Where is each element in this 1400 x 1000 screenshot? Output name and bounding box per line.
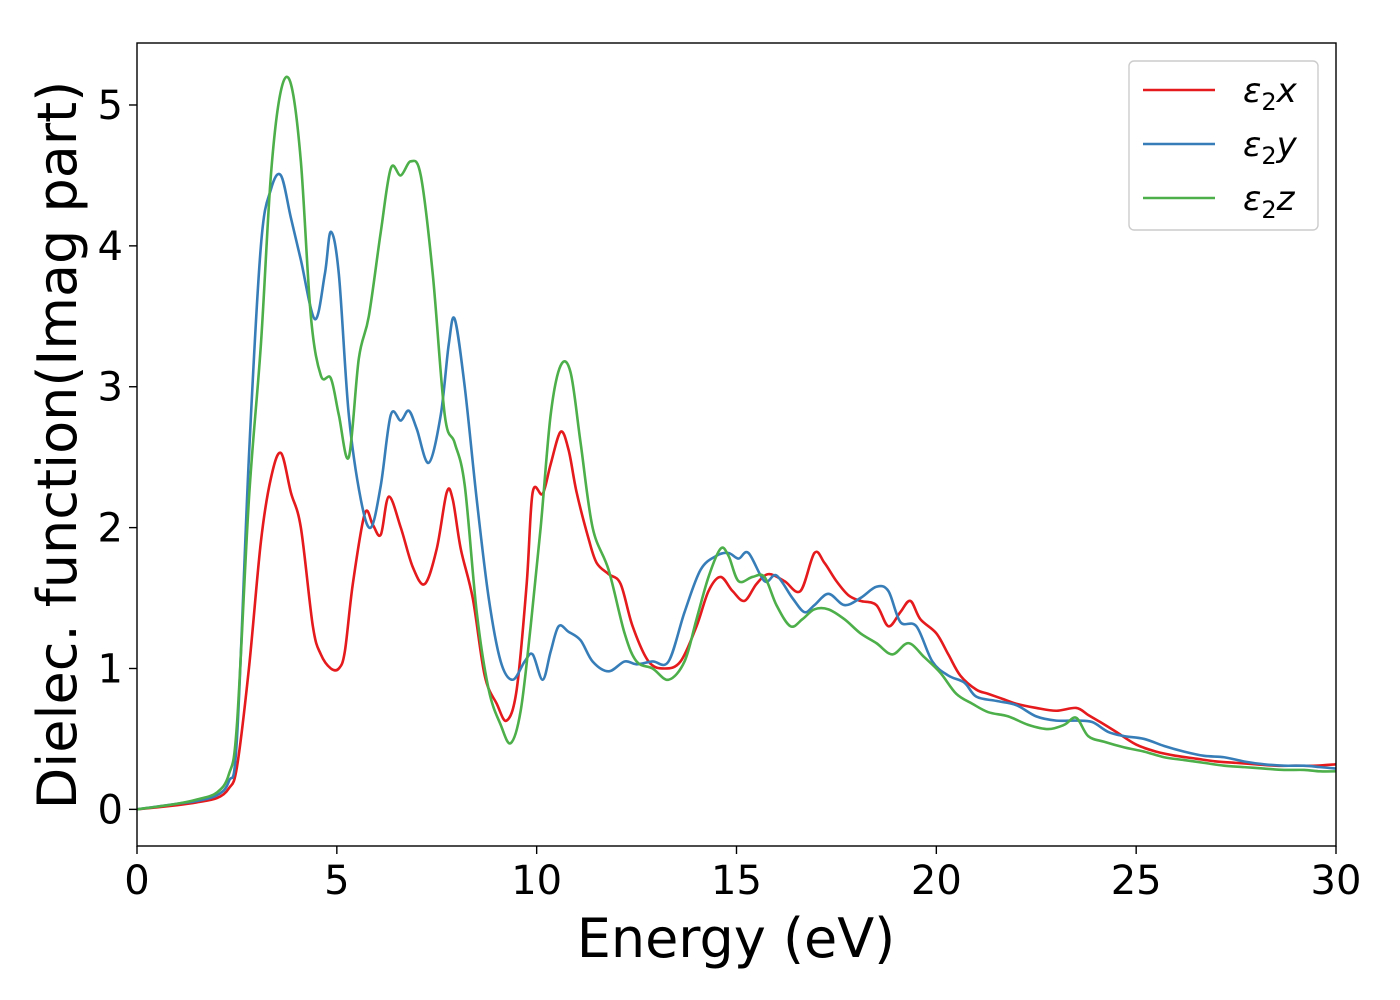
x-tick-label: 20 — [911, 858, 962, 904]
series-line-y — [137, 172, 1336, 811]
x-tick-label: 25 — [1111, 858, 1162, 904]
x-axis-ticks: 0 5 10 15 20 25 30 — [124, 846, 1361, 904]
x-tick-label: 15 — [711, 858, 762, 904]
legend-box — [1128, 60, 1319, 231]
x-tick-label: 0 — [124, 858, 149, 904]
x-tick-label: 10 — [511, 858, 562, 904]
legend: ε2x ε2y ε2z — [1128, 60, 1319, 231]
y-axis-title: Dielec. function(Imag part) — [26, 81, 89, 810]
y-tick-label: 1 — [98, 646, 123, 692]
series-lines — [137, 75, 1336, 811]
y-tick-label: 2 — [98, 506, 123, 552]
legend-label-y: ε2y — [1243, 125, 1298, 170]
y-tick-label: 4 — [98, 224, 123, 270]
legend-label-x: ε2x — [1243, 71, 1298, 116]
y-tick-label: 0 — [98, 787, 123, 833]
y-tick-label: 5 — [98, 83, 123, 129]
y-tick-label: 3 — [98, 365, 123, 411]
x-axis-title: Energy (eV) — [577, 907, 896, 970]
y-axis-ticks: 0 1 2 3 4 5 — [98, 83, 137, 833]
x-tick-label: 5 — [324, 858, 349, 904]
x-tick-label: 30 — [1311, 858, 1362, 904]
series-line-x — [137, 430, 1336, 811]
legend-label-z: ε2z — [1243, 179, 1296, 224]
series-line-z — [137, 75, 1336, 811]
legend-items: ε2x ε2y ε2z — [1143, 71, 1298, 224]
